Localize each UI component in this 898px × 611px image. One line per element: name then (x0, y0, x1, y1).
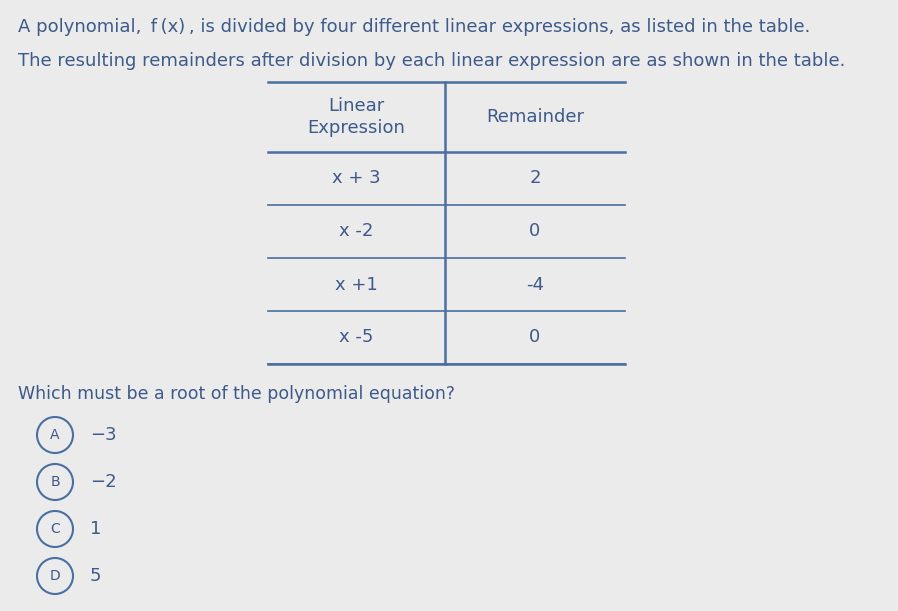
Text: x -2: x -2 (339, 222, 374, 241)
Text: 1: 1 (90, 520, 101, 538)
Text: 5: 5 (90, 567, 101, 585)
Text: -4: -4 (526, 276, 544, 293)
Text: B: B (50, 475, 60, 489)
Text: The resulting remainders after division by each linear expression are as shown i: The resulting remainders after division … (18, 52, 845, 70)
Text: x + 3: x + 3 (332, 169, 381, 188)
Text: x -5: x -5 (339, 329, 374, 346)
Text: x +1: x +1 (335, 276, 378, 293)
Text: A polynomial,  f (x) , is divided by four different linear expressions, as liste: A polynomial, f (x) , is divided by four… (18, 18, 810, 36)
Text: −3: −3 (90, 426, 117, 444)
Text: A: A (50, 428, 60, 442)
Text: D: D (49, 569, 60, 583)
Text: C: C (50, 522, 60, 536)
Text: Linear
Expression: Linear Expression (307, 97, 405, 137)
Text: Which must be a root of the polynomial equation?: Which must be a root of the polynomial e… (18, 385, 455, 403)
Text: 0: 0 (530, 329, 541, 346)
Text: 2: 2 (529, 169, 541, 188)
Text: −2: −2 (90, 473, 117, 491)
Text: 0: 0 (530, 222, 541, 241)
Text: Remainder: Remainder (486, 108, 584, 126)
